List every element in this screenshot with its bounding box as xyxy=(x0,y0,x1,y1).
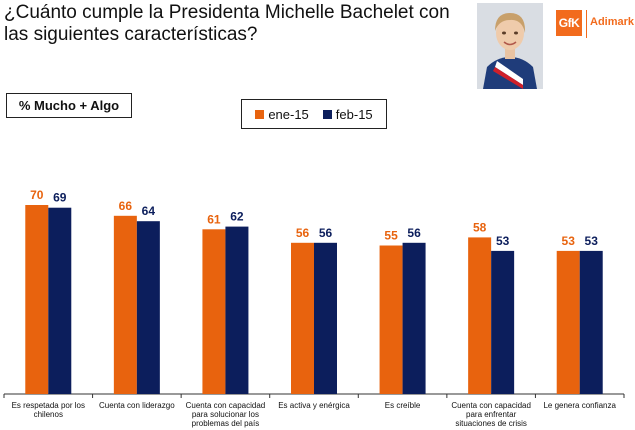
category-label: Cuenta con liderazgo xyxy=(99,401,175,410)
category-label: Es creíble xyxy=(384,401,421,410)
data-label-ene: 61 xyxy=(207,212,221,226)
category-label: Es respetada por los chilenos xyxy=(11,401,85,419)
data-label-feb: 56 xyxy=(319,226,333,240)
data-label-feb: 53 xyxy=(496,234,510,248)
data-label-feb: 53 xyxy=(585,234,599,248)
bar-ene xyxy=(202,229,226,394)
legend-swatch-ene xyxy=(255,109,265,119)
page-title: ¿Cuánto cumple la Presidenta Michelle Ba… xyxy=(4,2,450,45)
bar-ene xyxy=(113,215,137,394)
bar-feb xyxy=(579,250,603,394)
legend-item-ene: ene-15 xyxy=(255,106,309,122)
gfk-logo-box: GfK xyxy=(556,10,582,36)
data-label-ene: 53 xyxy=(562,234,576,248)
category-label: Cuenta con capacidad para solucionar los… xyxy=(185,401,266,428)
bar-ene xyxy=(291,242,314,394)
bar-feb xyxy=(225,226,249,394)
bar-feb xyxy=(314,242,337,394)
legend-label-feb: feb-15 xyxy=(335,106,373,122)
president-photo xyxy=(477,3,543,89)
bar-ene xyxy=(25,205,49,394)
logo-separator xyxy=(586,10,587,38)
legend-swatch-feb xyxy=(322,109,332,119)
chart-legend: ene-15 feb-15 xyxy=(241,99,387,129)
bar-ene xyxy=(556,250,580,394)
bar-feb xyxy=(491,250,515,394)
data-label-ene: 66 xyxy=(119,199,133,213)
bar-feb xyxy=(402,242,426,394)
legend-label-ene: ene-15 xyxy=(268,106,309,122)
chart-subtitle: % Mucho + Algo xyxy=(6,93,132,118)
data-label-feb: 62 xyxy=(230,210,244,224)
category-label: Le genera confianza xyxy=(543,401,616,410)
bar-ene xyxy=(468,237,492,394)
bar-feb xyxy=(136,221,160,394)
gfk-adimark-logo: GfK Adimark xyxy=(556,10,634,40)
adimark-logo-text: Adimark xyxy=(590,16,635,28)
data-label-ene: 58 xyxy=(473,220,487,234)
data-label-ene: 70 xyxy=(30,188,44,202)
bar-ene xyxy=(379,245,403,394)
data-label-feb: 69 xyxy=(53,191,67,205)
bar-feb xyxy=(48,207,72,394)
data-label-ene: 55 xyxy=(384,229,398,243)
portrait-icon xyxy=(477,3,543,89)
legend-item-feb: feb-15 xyxy=(322,106,373,122)
category-label: Es activa y enérgica xyxy=(278,401,350,410)
data-label-feb: 64 xyxy=(142,204,156,218)
data-label-ene: 56 xyxy=(296,226,310,240)
data-label-feb: 56 xyxy=(407,226,421,240)
category-label: Cuenta con capacidad para enfrentar situ… xyxy=(451,401,531,428)
